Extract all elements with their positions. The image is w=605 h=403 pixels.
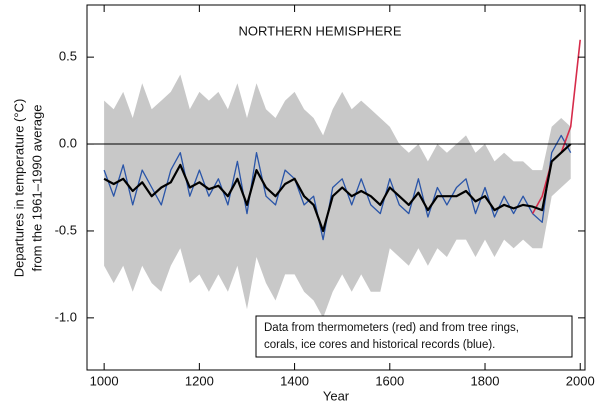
x-tick-label: 1000 bbox=[90, 373, 119, 388]
y-tick-label: 0.5 bbox=[59, 49, 77, 64]
annotation-text: Data from thermometers (red) and from tr… bbox=[264, 322, 519, 334]
annotation-text: corals, ice cores and historical records… bbox=[264, 339, 495, 351]
x-tick-label: 1200 bbox=[185, 373, 214, 388]
x-tick-label: 1400 bbox=[280, 373, 309, 388]
x-tick-label: 1600 bbox=[375, 373, 404, 388]
y-axis-label: Departures in temperature (°C) bbox=[11, 99, 26, 278]
y-axis-label: from the 1961–1990 average bbox=[29, 105, 44, 272]
y-tick-label: 0.0 bbox=[59, 135, 77, 150]
chart-title: NORTHERN HEMISPHERE bbox=[238, 23, 401, 38]
plot-frame bbox=[86, 4, 586, 371]
series-line bbox=[103, 134, 572, 241]
x-tick-label: 1800 bbox=[471, 373, 500, 388]
y-tick-label: -1.0 bbox=[55, 309, 77, 324]
x-tick-label: 2000 bbox=[566, 373, 595, 388]
uncertainty-band bbox=[104, 74, 571, 318]
annotation-box bbox=[255, 315, 573, 358]
x-axis-label: Year bbox=[323, 388, 350, 403]
y-tick-label: -0.5 bbox=[55, 222, 77, 237]
series-line bbox=[103, 143, 572, 233]
